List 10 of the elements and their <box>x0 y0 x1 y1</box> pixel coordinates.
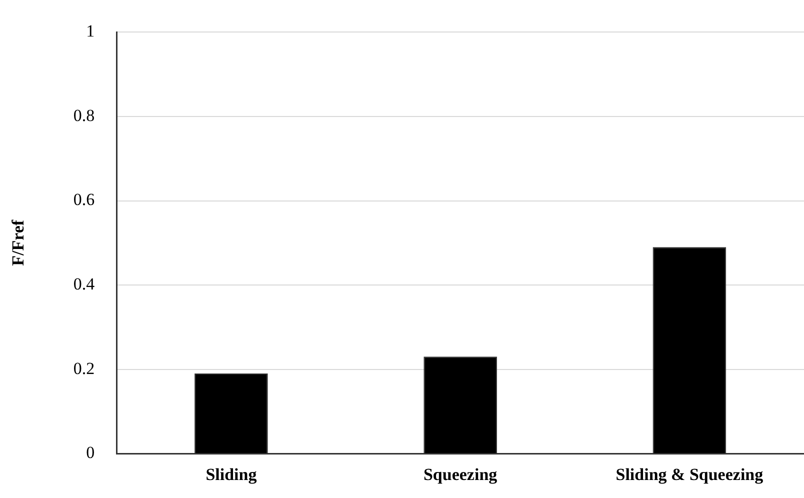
x-tick-label: Sliding <box>206 465 258 484</box>
y-tick-label: 0.2 <box>73 358 95 378</box>
x-tick-label: Sliding & Squeezing <box>616 465 764 484</box>
x-tick-label: Squeezing <box>423 465 498 484</box>
y-tick-label: 0.4 <box>73 274 96 294</box>
y-tick-label: 1 <box>86 22 95 41</box>
y-tick-label: 0 <box>86 443 95 462</box>
y-axis-title: F/Fref <box>8 220 28 266</box>
y-tick-label: 0.6 <box>73 190 95 210</box>
y-tick-label: 0.8 <box>73 106 95 125</box>
